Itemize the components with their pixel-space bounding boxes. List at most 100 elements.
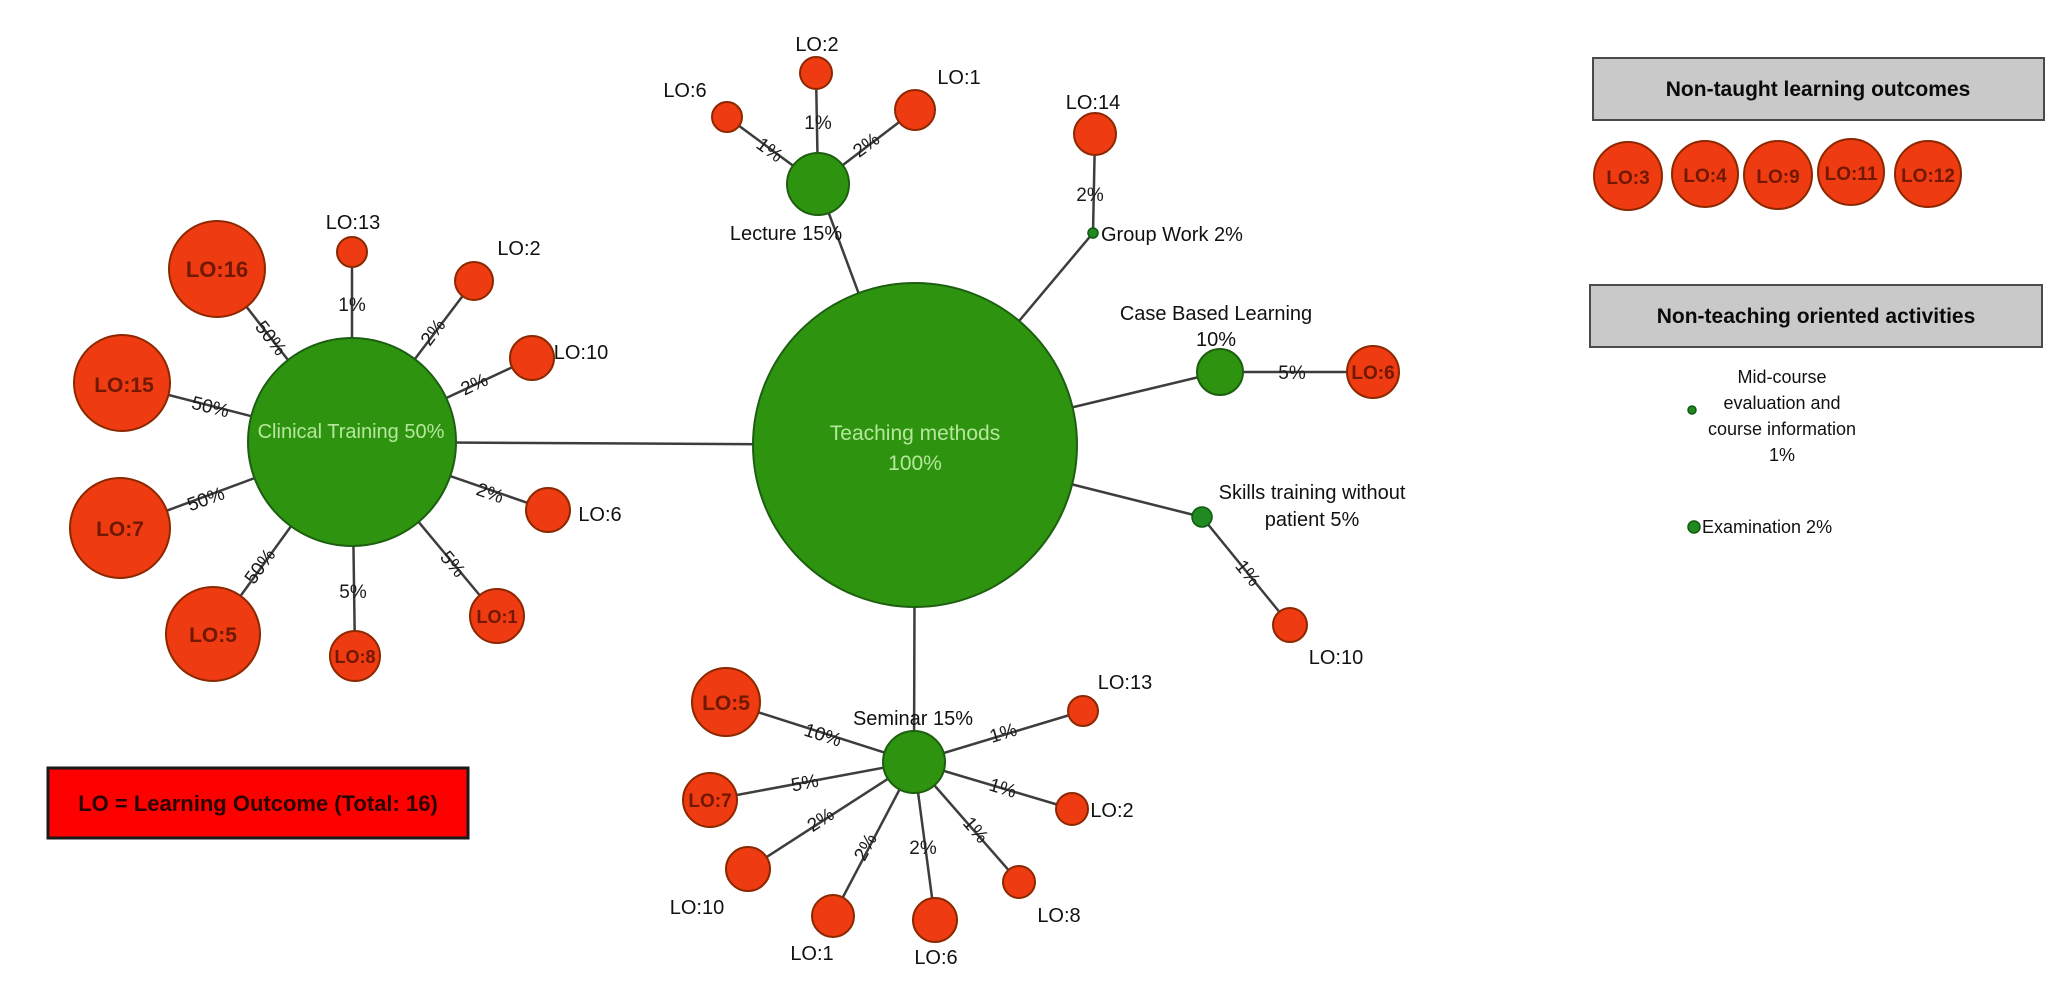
midcourse-label-line4: 1% bbox=[1769, 445, 1795, 465]
clinical-lo15-label: LO:15 bbox=[94, 374, 154, 397]
node-lecture-lo2 bbox=[799, 56, 833, 90]
edge-seminar-lo7 bbox=[709, 760, 915, 802]
groupwork-lo14-label: LO:14 bbox=[1066, 92, 1120, 114]
node-clinical-lo8 bbox=[329, 630, 381, 682]
node-groupwork-lo14 bbox=[1073, 112, 1117, 156]
clinical-label: Clinical Training 50% bbox=[258, 421, 445, 443]
seminar-label: Seminar 15% bbox=[853, 708, 973, 730]
node-clinical-lo1 bbox=[469, 588, 525, 644]
examination-label: Examination 2% bbox=[1702, 517, 1832, 537]
non-teaching-panel: Non-teaching oriented activities Mid-cou… bbox=[1589, 284, 2043, 537]
clinical-lo16-label: LO:16 bbox=[186, 257, 248, 282]
case-based-label-line1: Case Based Learning bbox=[1120, 303, 1312, 325]
seminar-lo8-label: LO:8 bbox=[1037, 905, 1080, 927]
node-lecture bbox=[786, 152, 850, 216]
red-nodes bbox=[69, 56, 1400, 943]
seminar-lo6-pct: 2% bbox=[909, 838, 937, 859]
node-nontaught-lo12 bbox=[1894, 140, 1962, 208]
edge-skills-lo10 bbox=[1201, 516, 1291, 626]
nontaught-lo9-label: LO:9 bbox=[1756, 167, 1799, 188]
clinical-lo5-label: LO:5 bbox=[189, 624, 237, 647]
clinical-lo10-pct: 2% bbox=[458, 370, 492, 401]
node-clinical-lo10 bbox=[509, 335, 555, 381]
node-lecture-lo1 bbox=[894, 89, 936, 131]
node-seminar-lo10 bbox=[725, 846, 771, 892]
clinical-lo13-label: LO:13 bbox=[326, 212, 380, 234]
edge-seminar-lo10 bbox=[747, 760, 915, 871]
groupwork-lo14-pct: 2% bbox=[1076, 185, 1104, 206]
seminar-lo6-label: LO:6 bbox=[914, 947, 957, 969]
node-lecture-lo6 bbox=[711, 101, 743, 133]
node-teaching-methods bbox=[752, 282, 1078, 608]
node-clinical-lo2 bbox=[454, 261, 494, 301]
skills-lo10-label: LO:10 bbox=[1309, 647, 1363, 669]
clinical-lo5-pct: 50% bbox=[241, 545, 280, 588]
clinical-lo13-pct: 1% bbox=[338, 295, 366, 316]
non-teaching-header-box bbox=[1589, 284, 2043, 348]
midcourse-label-line2: evaluation and bbox=[1723, 393, 1840, 413]
seminar-lo7-pct: 5% bbox=[789, 771, 820, 797]
seminar-lo1-pct: 2% bbox=[850, 830, 881, 864]
node-seminar-lo5 bbox=[691, 667, 761, 737]
casebased-lo6-pct: 5% bbox=[1278, 363, 1306, 384]
midcourse-label-line1: Mid-course bbox=[1737, 367, 1826, 387]
clinical-lo8-label: LO:8 bbox=[334, 647, 375, 667]
green-nodes bbox=[247, 152, 1244, 794]
node-seminar-lo13 bbox=[1067, 695, 1099, 727]
seminar-lo10-pct: 2% bbox=[804, 804, 839, 837]
nontaught-lo12-label: LO:12 bbox=[1901, 166, 1955, 187]
lecture-lo6-label: LO:6 bbox=[663, 80, 706, 102]
skills-label-line2: patient 5% bbox=[1265, 509, 1360, 531]
clinical-lo8-pct: 5% bbox=[339, 582, 367, 603]
node-casebased-lo6 bbox=[1346, 345, 1400, 399]
node-clinical-lo13 bbox=[336, 236, 368, 268]
seminar-lo1-label: LO:1 bbox=[790, 943, 833, 965]
node-skills-training bbox=[1191, 506, 1213, 528]
node-case-based-learning bbox=[1196, 348, 1244, 396]
teaching-label-line1: Teaching methods bbox=[830, 422, 1000, 445]
seminar-lo7-label: LO:7 bbox=[688, 791, 731, 812]
clinical-lo7-label: LO:7 bbox=[96, 518, 144, 541]
nontaught-lo3-label: LO:3 bbox=[1606, 168, 1649, 189]
lecture-lo2-label: LO:2 bbox=[795, 34, 838, 56]
nontaught-lo11-label: LO:11 bbox=[1825, 164, 1878, 185]
case-based-label-line2: 10% bbox=[1196, 329, 1236, 351]
seminar-lo5-label: LO:5 bbox=[702, 692, 750, 715]
node-seminar bbox=[882, 730, 946, 794]
clinical-lo10-label: LO:10 bbox=[554, 342, 608, 364]
node-seminar-lo1 bbox=[811, 894, 855, 938]
node-clinical-lo7 bbox=[69, 477, 171, 579]
legend-text: LO = Learning Outcome (Total: 16) bbox=[78, 791, 438, 816]
midcourse-bullet-dot bbox=[1687, 405, 1697, 415]
legend: LO = Learning Outcome (Total: 16) bbox=[46, 766, 470, 840]
midcourse-label-line3: course information bbox=[1708, 419, 1856, 439]
node-clinical-lo16 bbox=[168, 220, 266, 318]
clinical-lo7-pct: 50% bbox=[185, 483, 228, 516]
node-seminar-lo7 bbox=[682, 772, 738, 828]
node-skills-lo10 bbox=[1272, 607, 1308, 643]
clinical-lo15-pct: 50% bbox=[189, 393, 231, 423]
lecture-label: Lecture 15% bbox=[730, 223, 843, 245]
node-clinical-lo15 bbox=[73, 334, 171, 432]
node-nontaught-lo9 bbox=[1743, 140, 1813, 210]
seminar-lo13-label: LO:13 bbox=[1098, 672, 1152, 694]
teaching-label-line2: 100% bbox=[888, 452, 942, 475]
non-taught-header-title: Non-taught learning outcomes bbox=[1666, 78, 1971, 101]
group-work-label: Group Work 2% bbox=[1101, 224, 1243, 246]
seminar-lo5-pct: 10% bbox=[801, 720, 844, 752]
node-nontaught-lo4 bbox=[1671, 140, 1739, 208]
seminar-lo2-label: LO:2 bbox=[1090, 800, 1133, 822]
non-taught-panel: Non-taught learning outcomes LO:3 LO:4 L… bbox=[1592, 57, 2045, 211]
seminar-lo10-label: LO:10 bbox=[670, 897, 724, 919]
node-group-work bbox=[1087, 227, 1099, 239]
clinical-lo2-label: LO:2 bbox=[497, 238, 540, 260]
node-clinical-lo6 bbox=[525, 487, 571, 533]
casebased-lo6-label: LO:6 bbox=[1351, 363, 1394, 384]
node-clinical-training bbox=[247, 337, 457, 547]
node-seminar-lo6 bbox=[912, 897, 958, 943]
seminar-lo2-pct: 1% bbox=[986, 775, 1019, 803]
skills-label-line1: Skills training without bbox=[1219, 482, 1406, 504]
nontaught-lo4-label: LO:4 bbox=[1683, 166, 1727, 187]
non-teaching-header-title: Non-teaching oriented activities bbox=[1657, 305, 1976, 328]
